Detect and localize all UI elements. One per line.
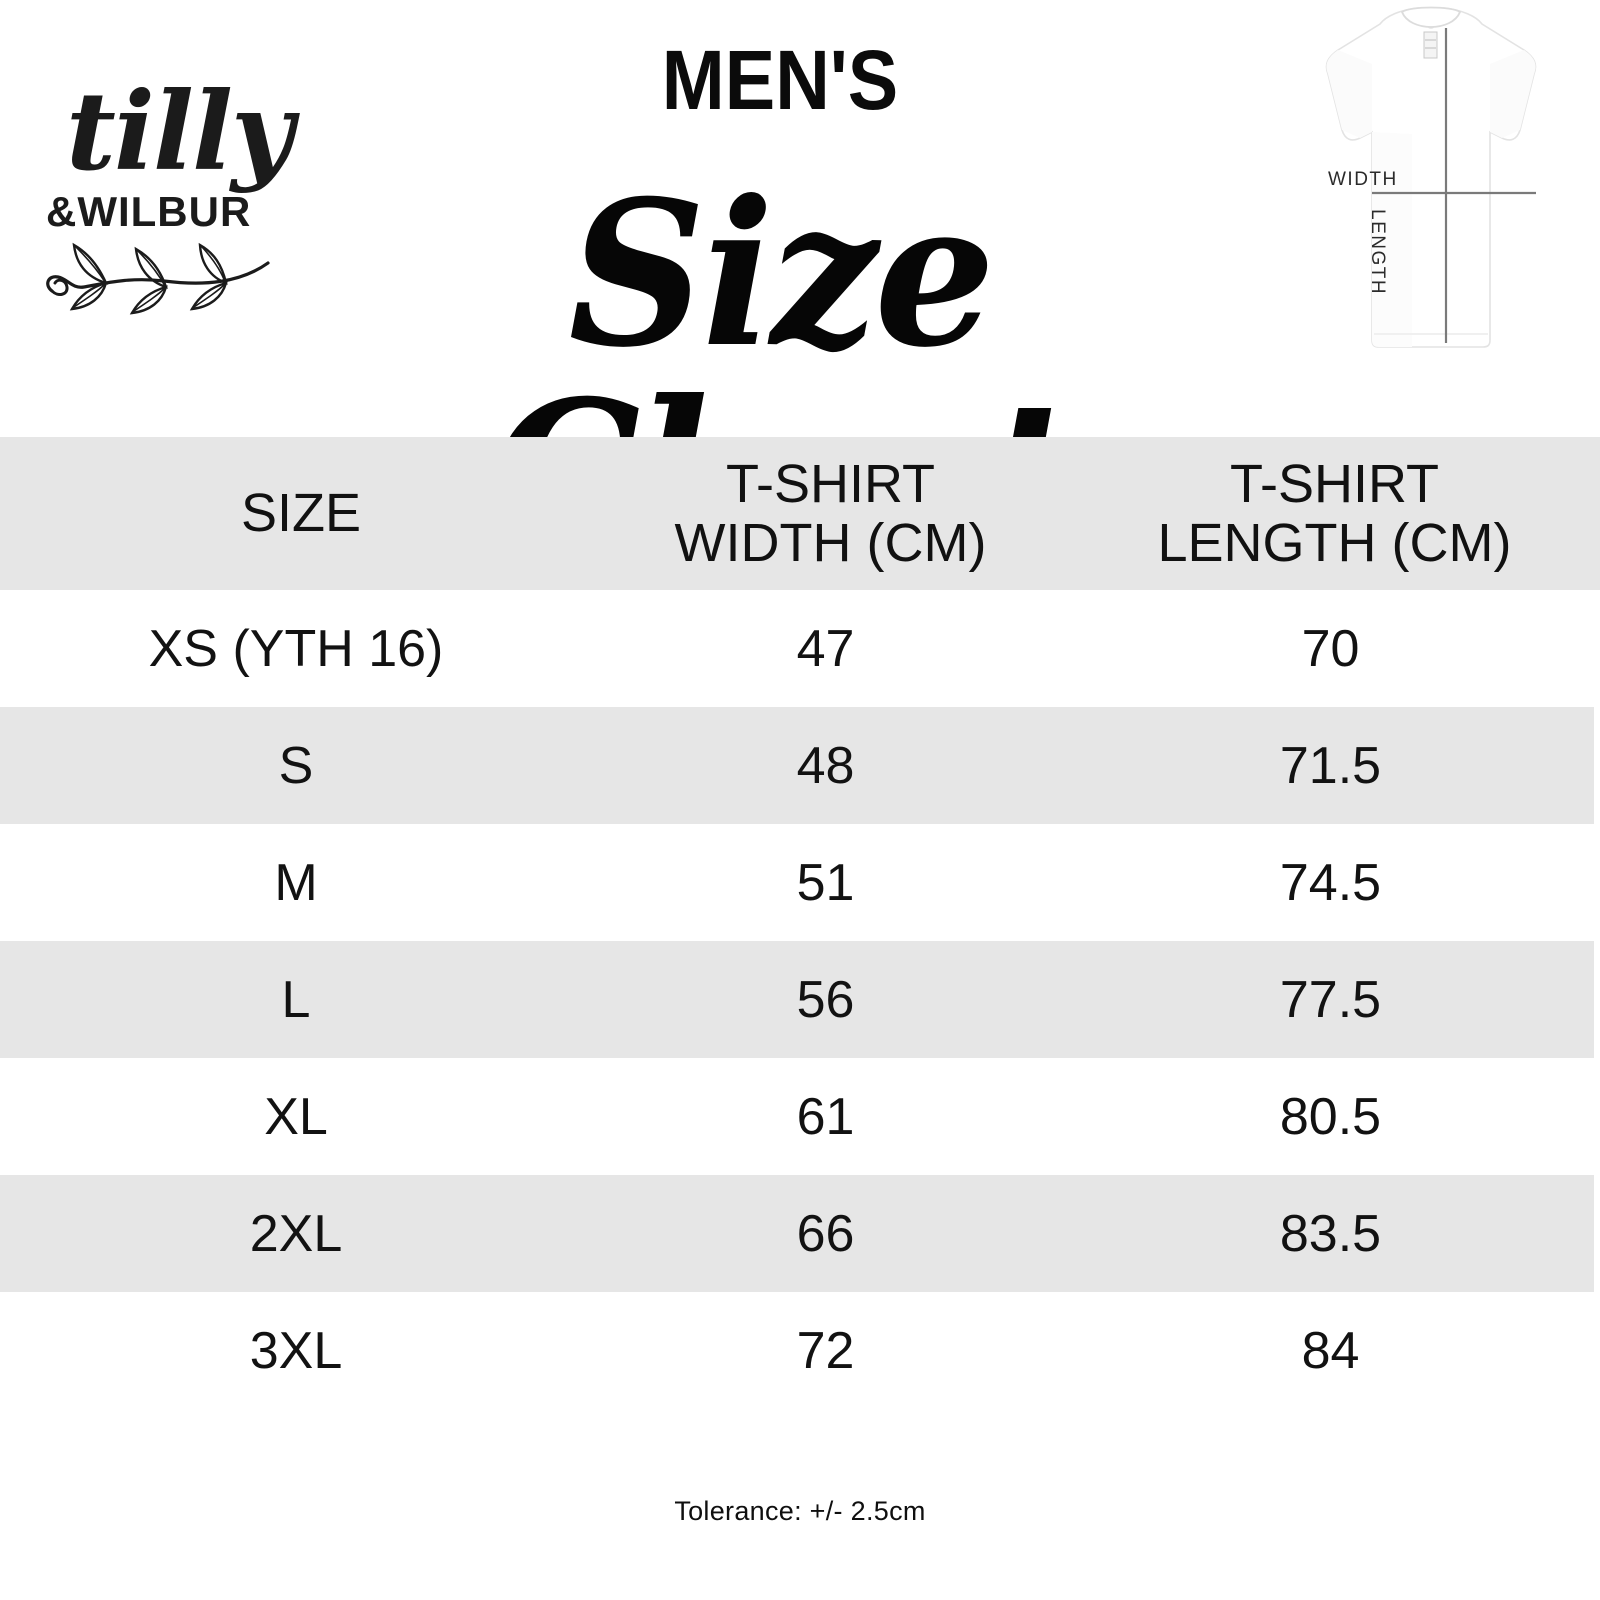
cell-size: XS (YTH 16) xyxy=(0,590,592,707)
cell-length-value: 70 xyxy=(1301,619,1360,678)
cell-length: 77.5 xyxy=(1067,941,1594,1058)
cell-width: 48 xyxy=(582,707,1069,824)
table-row: 3XL 72 84 xyxy=(0,1292,1600,1409)
cell-size: XL xyxy=(0,1058,592,1175)
cell-width-value: 48 xyxy=(796,736,855,795)
cell-width: 51 xyxy=(582,824,1069,941)
cell-length-value: 84 xyxy=(1301,1321,1360,1380)
cell-length: 83.5 xyxy=(1067,1175,1594,1292)
cell-width-value: 56 xyxy=(796,970,855,1029)
cell-length: 74.5 xyxy=(1067,824,1594,941)
column-header-width-line2: WIDTH (CM) xyxy=(674,512,987,573)
cell-width: 56 xyxy=(582,941,1069,1058)
brand-sub-name: &WILBUR xyxy=(46,188,252,235)
tolerance-note: Tolerance: +/- 2.5cm xyxy=(674,1496,926,1526)
cell-size-value: L xyxy=(281,970,311,1029)
table-row: XL 61 80.5 xyxy=(0,1058,1600,1175)
column-header-length-line2: LENGTH (CM) xyxy=(1157,512,1512,573)
table-row: L 56 77.5 xyxy=(0,941,1600,1058)
cell-width-value: 47 xyxy=(796,619,855,678)
cell-length: 84 xyxy=(1067,1292,1594,1409)
cell-length: 71.5 xyxy=(1067,707,1594,824)
column-header-width-line1: T-SHIRT xyxy=(725,454,935,515)
cell-length: 70 xyxy=(1067,590,1594,707)
cell-width-value: 51 xyxy=(796,853,855,912)
cell-width-value: 72 xyxy=(796,1321,855,1380)
cell-width: 66 xyxy=(582,1175,1069,1292)
table-body: XS (YTH 16) 47 70 S 48 71.5 M 51 74.5 L 56 77.5 XL 61… xyxy=(0,590,1600,1409)
cell-length-value: 77.5 xyxy=(1279,970,1382,1029)
column-header-size: SIZE xyxy=(0,437,592,590)
shirt-length-label: LENGTH xyxy=(1367,209,1388,296)
brand-logo: tilly &WILBUR xyxy=(28,70,298,330)
table-header: SIZE T-SHIRT WIDTH (CM) T-SHIRT LENGTH (… xyxy=(0,437,1600,590)
cell-size-value: M xyxy=(274,853,318,912)
cell-size-value: 2XL xyxy=(249,1204,343,1263)
cell-size-value: XL xyxy=(264,1087,328,1146)
cell-size: L xyxy=(0,941,592,1058)
cell-length-value: 80.5 xyxy=(1279,1087,1382,1146)
cell-size: 2XL xyxy=(0,1175,592,1292)
table-row: 2XL 66 83.5 xyxy=(0,1175,1600,1292)
cell-width: 61 xyxy=(582,1058,1069,1175)
cell-size: S xyxy=(0,707,592,824)
cell-width: 47 xyxy=(582,590,1069,707)
column-header-size-label: SIZE xyxy=(240,483,362,544)
category-title: MEN'S xyxy=(661,33,899,127)
table-header-row: SIZE T-SHIRT WIDTH (CM) T-SHIRT LENGTH (… xyxy=(0,437,1600,590)
cell-length-value: 83.5 xyxy=(1279,1204,1382,1263)
cell-length-value: 71.5 xyxy=(1279,736,1382,795)
cell-width: 72 xyxy=(582,1292,1069,1409)
size-chart-table: SIZE T-SHIRT WIDTH (CM) T-SHIRT LENGTH (… xyxy=(0,437,1600,1409)
shirt-width-label: WIDTH xyxy=(1328,169,1398,190)
table-row: XS (YTH 16) 47 70 xyxy=(0,590,1600,707)
column-header-length: T-SHIRT LENGTH (CM) xyxy=(1079,437,1600,590)
column-header-length-line1: T-SHIRT xyxy=(1229,454,1439,515)
cell-width-value: 66 xyxy=(796,1204,855,1263)
brand-script-name: tilly xyxy=(66,69,294,195)
table-row: M 51 74.5 xyxy=(0,824,1600,941)
cell-length-value: 74.5 xyxy=(1279,853,1382,912)
leaf-branch-icon xyxy=(34,225,294,325)
cell-width-value: 61 xyxy=(796,1087,855,1146)
cell-size: 3XL xyxy=(0,1292,592,1409)
cell-size-value: XS (YTH 16) xyxy=(148,619,444,678)
cell-size-value: S xyxy=(278,736,314,795)
column-header-width: T-SHIRT WIDTH (CM) xyxy=(592,437,1079,590)
tshirt-diagram: WIDTH LENGTH xyxy=(1262,4,1600,354)
cell-size: M xyxy=(0,824,592,941)
cell-length: 80.5 xyxy=(1067,1058,1594,1175)
table-row: S 48 71.5 xyxy=(0,707,1600,824)
cell-size-value: 3XL xyxy=(249,1321,343,1380)
